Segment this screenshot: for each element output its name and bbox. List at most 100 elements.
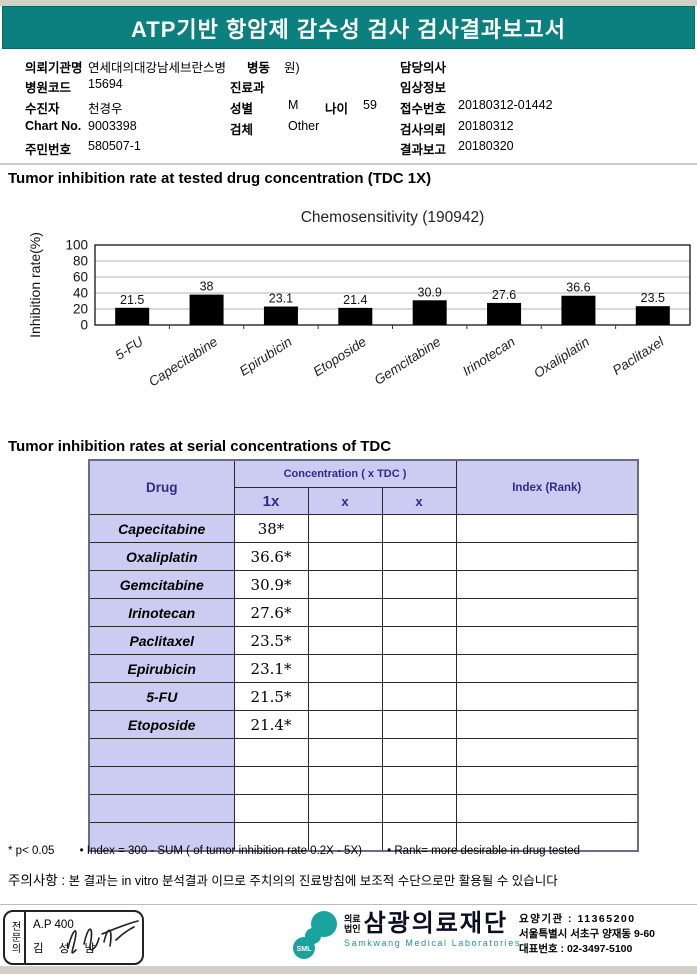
y-tick-label: 80	[73, 254, 88, 269]
x-category-label: Gemcitabine	[372, 334, 444, 388]
value-cell: 23.5*	[233, 626, 309, 655]
x-category-label: Etoposide	[310, 334, 369, 379]
value-cell	[381, 738, 457, 767]
drug-cell	[88, 794, 235, 823]
index-cell	[455, 794, 639, 823]
field-value-resident-no: 580507-1	[88, 139, 141, 153]
table-row: Paclitaxel 23.5*	[88, 626, 639, 655]
value-cell	[381, 822, 457, 852]
value-cell: 30.9*	[233, 570, 309, 599]
bar	[412, 300, 447, 325]
index-cell	[455, 514, 639, 543]
column-header-concentration: Concentration ( x TDC )	[233, 459, 457, 488]
y-tick-label: 60	[73, 270, 88, 285]
bar-value-label: 36.6	[566, 281, 590, 295]
window-bottom-strip	[0, 966, 697, 974]
index-cell	[455, 682, 639, 711]
column-header-x3: x	[381, 487, 457, 515]
column-header-x2: x	[307, 487, 383, 515]
x-category-label: 5-FU	[112, 334, 146, 363]
org-type-line1: 의료	[344, 914, 361, 924]
value-cell	[381, 654, 457, 683]
specialist-vertical-label: 전문의	[5, 912, 26, 963]
value-cell: 23.1*	[233, 654, 309, 683]
bar-value-label: 38	[200, 280, 214, 294]
drug-cell: 5-FU	[88, 682, 235, 711]
report-title-banner: ATP기반 항암제 감수성 검사 검사결과보고서	[2, 6, 695, 49]
bar-chart-svg: Chemosensitivity (190942) Inhibition rate…	[27, 209, 691, 390]
value-cell: 38*	[233, 514, 309, 543]
contact-phone: 대표번호 : 02-3497-5100	[519, 943, 633, 955]
y-tick-label: 100	[65, 238, 88, 253]
table-row: Oxaliplatin 36.6*	[88, 542, 639, 571]
index-cell	[455, 570, 639, 599]
drug-cell: Oxaliplatin	[88, 542, 235, 571]
field-label-specimen: 검체	[230, 123, 254, 137]
org-type-label: 의료 법인	[344, 914, 361, 934]
index-cell	[455, 542, 639, 571]
table-row: Irinotecan 27.6*	[88, 598, 639, 627]
org-type-line2: 법인	[344, 924, 361, 934]
field-label-doctor: 담당의사	[400, 61, 447, 75]
bar	[115, 307, 150, 325]
x-category-label: Capecitabine	[146, 334, 220, 390]
field-label-sex: 성별	[230, 102, 254, 116]
field-value-accession-no: 20180312-01442	[458, 98, 553, 112]
field-label-clinical-info: 임상정보	[400, 81, 447, 95]
info-row: 수진자 천경우 성별 M 나이 59 접수번호 20180312-01442	[0, 98, 697, 118]
index-cell	[455, 710, 639, 739]
value-cell	[307, 654, 383, 683]
organization-block: 의료 법인 삼광의료재단 Samkwang Medical Laboratori…	[344, 910, 521, 949]
bar-value-label: 27.6	[492, 288, 516, 302]
value-cell	[307, 794, 383, 823]
info-row: Chart No. 9003398 검체 Other 검사의뢰 20180312	[0, 119, 697, 139]
org-name: 삼광의료재단	[363, 910, 509, 937]
column-header-drug: Drug	[88, 459, 235, 515]
value-cell	[381, 570, 457, 599]
value-cell	[307, 570, 383, 599]
field-value-ward-tail: 원)	[284, 61, 300, 75]
value-cell	[381, 542, 457, 571]
drug-cell: Gemcitabine	[88, 570, 235, 599]
index-cell	[455, 738, 639, 767]
column-header-index: Index (Rank)	[455, 459, 639, 515]
bar	[487, 302, 522, 325]
value-cell	[307, 542, 383, 571]
y-tick-label: 20	[73, 302, 88, 317]
field-value-sex: M	[288, 98, 299, 112]
value-cell	[307, 822, 383, 852]
signature-scribble	[67, 920, 139, 954]
specialist-code: A.P 400	[33, 919, 74, 931]
specialist-name: 김 성 남	[33, 943, 102, 955]
field-label-chart-no: Chart No.	[25, 119, 82, 133]
drug-cell	[88, 738, 235, 767]
index-cell	[455, 766, 639, 795]
table-row: Capecitabine 38*	[88, 514, 639, 543]
logo-sml-text: SML	[297, 946, 313, 953]
contact-block: 요양기관 : 11365200 서울특별시 서초구 양재동 9-60 대표번호 …	[519, 912, 655, 957]
chemosensitivity-chart: Chemosensitivity (190942) Inhibition rate…	[0, 200, 697, 438]
drug-cell: Paclitaxel	[88, 626, 235, 655]
field-value-age: 59	[363, 98, 377, 112]
value-cell	[307, 682, 383, 711]
table-row: Epirubicin 23.1*	[88, 654, 639, 683]
drug-cell: Irinotecan	[88, 598, 235, 627]
concentration-table-wrap: Drug Concentration ( x TDC ) Index (Rank…	[88, 459, 639, 852]
field-label-patient: 수진자	[25, 102, 60, 116]
value-cell	[307, 626, 383, 655]
field-label-hospital-code: 병원코드	[25, 81, 72, 95]
drug-cell: Capecitabine	[88, 514, 235, 543]
drug-cell	[88, 822, 235, 852]
index-cell	[455, 654, 639, 683]
sml-logo-icon: SML	[293, 911, 337, 959]
value-cell	[307, 766, 383, 795]
field-label-department: 진료과	[230, 81, 265, 95]
value-cell	[233, 794, 309, 823]
field-value-hospital-code: 15694	[88, 77, 123, 91]
value-cell	[381, 794, 457, 823]
footnote-rank: • Rank= more desirable in drug tested	[387, 845, 581, 857]
value-cell	[381, 682, 457, 711]
value-cell	[381, 710, 457, 739]
field-label-age: 나이	[325, 102, 349, 116]
